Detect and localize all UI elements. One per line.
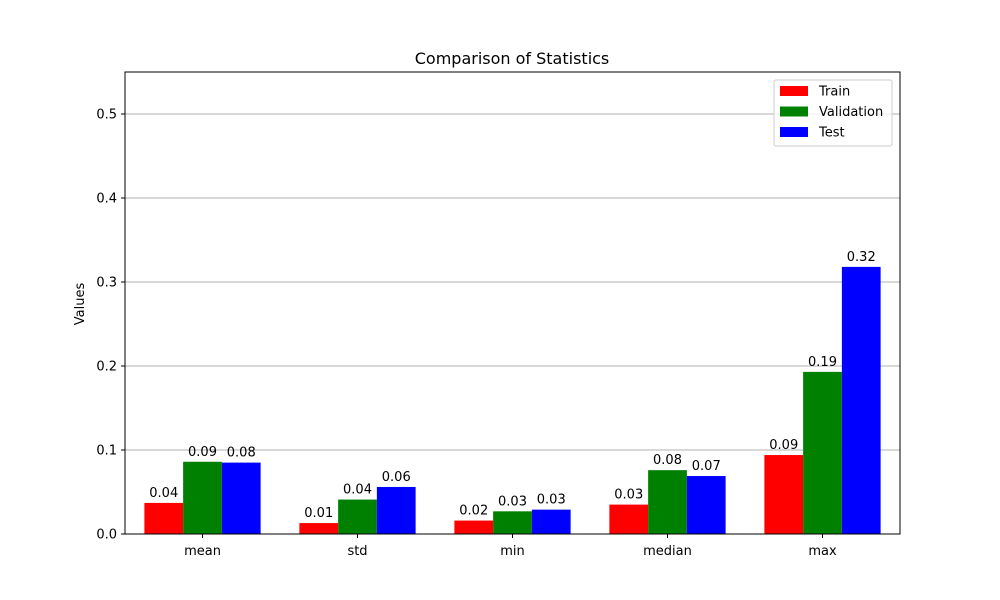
bar-test-median — [686, 476, 726, 534]
bars — [144, 266, 881, 534]
y-tick-label: 0.2 — [96, 360, 117, 375]
gridlines — [125, 113, 900, 451]
bar-train-max — [764, 455, 804, 534]
bar-test-min — [531, 509, 571, 534]
legend-label-train: Train — [818, 85, 850, 100]
bar-value-label: 0.09 — [188, 445, 217, 460]
legend-swatch-test — [780, 127, 808, 137]
bar-value-label: 0.06 — [382, 470, 411, 485]
bar-value-label: 0.04 — [343, 483, 372, 498]
bar-value-label: 0.09 — [769, 438, 798, 453]
bar-test-std — [376, 486, 416, 534]
legend-swatch-train — [780, 86, 808, 96]
y-tick-label: 0.5 — [96, 108, 117, 123]
x-tick-label: min — [500, 544, 525, 559]
bar-validation-mean — [183, 461, 222, 534]
bar-train-min — [454, 520, 494, 534]
bar-validation-min — [493, 511, 532, 534]
bar-test-mean — [221, 462, 261, 534]
bar-value-label: 0.08 — [227, 446, 256, 461]
bar-value-label: 0.03 — [537, 493, 566, 508]
bar-validation-median — [648, 470, 687, 534]
bar-validation-max — [803, 371, 842, 534]
y-tick-label: 0.1 — [96, 444, 117, 459]
bar-validation-std — [338, 499, 377, 534]
bar-test-max — [841, 266, 881, 534]
bar-train-mean — [144, 502, 184, 534]
legend-swatch-validation — [780, 106, 808, 117]
x-tick-label: median — [643, 544, 692, 559]
bar-value-label: 0.03 — [614, 488, 643, 503]
legend-label-test: Test — [818, 126, 845, 141]
y-axis-label: Values — [73, 283, 88, 326]
y-axis-ticks: 0.0 0.1 0.2 0.3 0.4 0.5 — [96, 108, 125, 543]
x-axis-ticks: mean std min median max — [184, 534, 837, 559]
bar-value-label: 0.01 — [304, 506, 333, 521]
bar-train-std — [299, 523, 339, 534]
legend-label-validation: Validation — [819, 105, 883, 120]
bar-value-label: 0.08 — [653, 453, 682, 468]
x-tick-label: max — [808, 544, 837, 559]
y-tick-label: 0.4 — [96, 192, 117, 207]
x-tick-label: std — [347, 544, 367, 559]
x-tick-label: mean — [184, 544, 221, 559]
y-tick-label: 0.0 — [96, 528, 117, 543]
legend: Train Validation Test — [773, 79, 893, 147]
bar-value-label: 0.04 — [149, 486, 178, 501]
bar-value-label: 0.07 — [692, 459, 721, 474]
bar-value-label: 0.32 — [847, 250, 876, 265]
bar-train-median — [609, 504, 649, 534]
bar-value-label: 0.19 — [808, 355, 837, 370]
bar-value-label: 0.03 — [498, 494, 527, 509]
y-tick-label: 0.3 — [96, 276, 117, 291]
chart-title: Comparison of Statistics — [415, 49, 610, 68]
bar-value-label: 0.02 — [459, 504, 488, 519]
bar-value-labels: 0.04 0.09 0.08 0.01 0.04 0.06 0.02 0.03 0.03 0.03… — [149, 250, 875, 521]
